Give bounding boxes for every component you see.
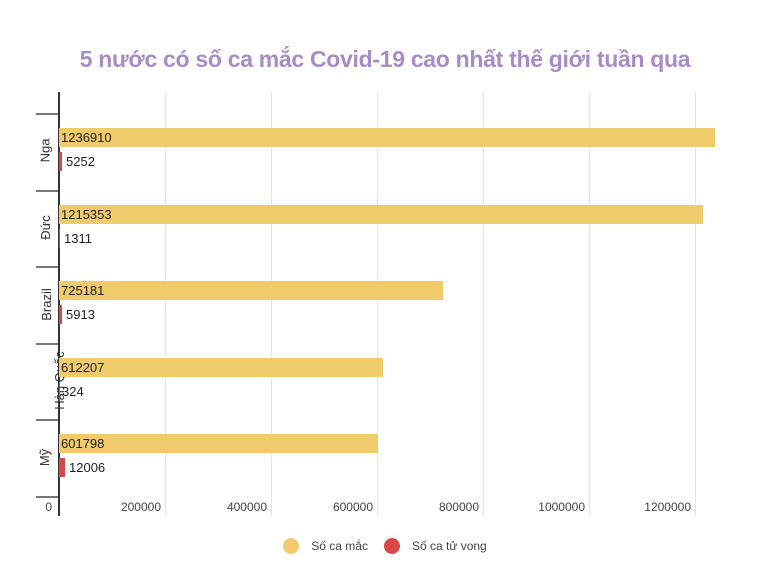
y-tick-mark <box>36 419 58 421</box>
y-tick-mark <box>36 266 58 268</box>
legend-item-cases[interactable]: Số ca mắc <box>283 538 368 554</box>
bar-value-label-cases: 725181 <box>61 283 105 298</box>
gridline <box>271 92 272 516</box>
bar-cases[interactable] <box>59 434 378 453</box>
bar-deaths[interactable] <box>59 305 62 324</box>
x-tick-label: 200000 <box>120 500 161 514</box>
y-axis-line <box>58 92 60 516</box>
x-tick-label: 800000 <box>438 500 479 514</box>
bar-value-label-deaths: 5252 <box>66 154 95 169</box>
y-category: Nga <box>30 139 60 163</box>
y-category: Đức <box>30 215 60 240</box>
gridline <box>483 92 484 516</box>
x-tick-label: 0 <box>45 500 52 514</box>
y-category: Hàn Quốc <box>30 351 67 410</box>
category-label: Đức <box>37 215 53 240</box>
bar-value-label-cases: 1215353 <box>61 207 112 222</box>
bar-deaths[interactable] <box>59 382 60 401</box>
legend-item-deaths[interactable]: Số ca tử vong <box>383 538 487 554</box>
bar-cases[interactable] <box>59 128 715 147</box>
y-category: Brazil <box>30 288 60 321</box>
x-tick-label: 400000 <box>226 500 267 514</box>
bar-value-label-deaths: 5913 <box>66 307 95 322</box>
chart-title: 5 nước có số ca mắc Covid-19 cao nhất th… <box>79 46 691 72</box>
legend-dot-cases-icon <box>283 538 300 554</box>
bar-deaths[interactable] <box>59 152 62 171</box>
bar-value-label-cases: 1236910 <box>61 130 112 145</box>
bar-value-label-deaths: 1311 <box>64 231 92 246</box>
gridline <box>695 92 696 516</box>
legend-label-deaths: Số ca tử vong <box>411 539 487 553</box>
y-tick-mark <box>36 113 58 115</box>
x-tick-label: 1200000 <box>644 500 691 514</box>
bar-value-label-deaths: 324 <box>62 384 84 399</box>
y-category: Mỹ <box>30 448 60 467</box>
bar-deaths[interactable] <box>59 458 65 477</box>
legend-dot-deaths-icon <box>383 538 400 554</box>
y-tick-mark <box>36 343 58 345</box>
bar-value-label-cases: 612207 <box>61 360 105 375</box>
gridline <box>165 92 166 516</box>
legend-label-cases: Số ca mắc <box>311 539 368 553</box>
category-label: Nga <box>37 138 53 163</box>
bar-deaths[interactable] <box>59 229 60 248</box>
chart-legend: Số ca mắc Số ca tử vong <box>0 538 770 554</box>
x-tick-label: 600000 <box>332 500 373 514</box>
bar-value-label-cases: 601798 <box>61 436 105 451</box>
category-label: Mỹ <box>37 448 53 467</box>
y-tick-mark <box>36 496 58 498</box>
bar-cases[interactable] <box>59 358 383 377</box>
x-tick-label: 1000000 <box>538 500 585 514</box>
category-label: Brazil <box>38 288 54 321</box>
bar-cases[interactable] <box>59 205 703 224</box>
bar-cases[interactable] <box>59 281 443 300</box>
gridline <box>589 92 590 516</box>
y-tick-mark <box>36 190 58 192</box>
gridline <box>377 92 378 516</box>
bar-value-label-deaths: 12006 <box>69 460 106 475</box>
